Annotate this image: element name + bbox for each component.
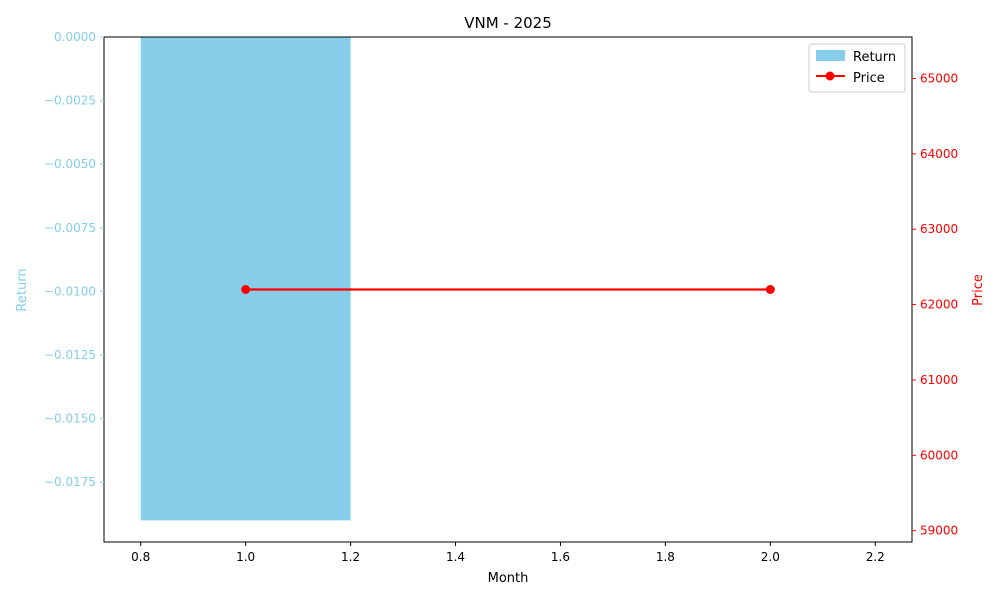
plot-layer: 0.8 1.0 1.2 1.4 1.6 1.8 2.0 2.2 0.0000 −0.0025 −0.… (44, 30, 958, 564)
plot-frame (103, 36, 913, 543)
price-point (765, 285, 775, 294)
left-y-tick-label: −0.0100 (44, 284, 96, 298)
left-y-tick-label: −0.0125 (44, 348, 96, 362)
left-y-tick-label: −0.0075 (44, 221, 96, 235)
x-tick-label: 1.6 (551, 550, 570, 564)
right-y-tick-label: 65000 (920, 71, 958, 85)
price-point (241, 285, 251, 294)
x-tick-label: 1.2 (341, 550, 360, 564)
left-y-tick-label: 0.0000 (54, 30, 96, 44)
right-y-tick-label: 62000 (920, 298, 958, 312)
legend-return-label: Return (853, 50, 896, 65)
x-tick-label: 2.2 (866, 550, 885, 564)
right-y-tick-label: 59000 (920, 524, 958, 538)
x-tick-label: 1.0 (236, 550, 255, 564)
x-tick-label: 0.8 (131, 550, 150, 564)
legend-return-swatch (816, 50, 845, 61)
x-tick-label: 1.8 (656, 550, 675, 564)
left-y-axis-label: Return (15, 268, 30, 311)
left-y-tick-label: −0.0150 (44, 412, 96, 426)
chart-title: VNM - 2025 (464, 14, 552, 32)
right-y-tick-label: 64000 (920, 147, 958, 161)
right-y-tick-label: 61000 (920, 373, 958, 387)
x-axis-label: Month (488, 571, 529, 586)
left-y-tick-label: −0.0050 (44, 157, 96, 171)
legend: Return Price (808, 43, 906, 93)
right-y-tick-label: 60000 (920, 448, 958, 462)
left-y-tick-label: −0.0025 (44, 94, 96, 108)
right-y-tick-label: 63000 (920, 222, 958, 236)
right-y-axis-label: Price (971, 274, 986, 306)
left-y-tick-label: −0.0175 (44, 475, 96, 489)
x-tick-label: 2.0 (761, 550, 780, 564)
return-bar (140, 37, 351, 521)
legend-price-label: Price (853, 71, 885, 86)
x-tick-label: 1.4 (446, 550, 465, 564)
legend-price-marker (825, 71, 835, 81)
